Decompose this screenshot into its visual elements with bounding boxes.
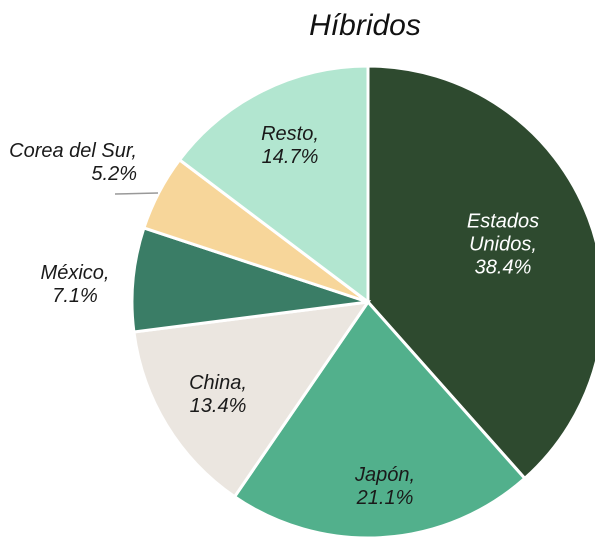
slice-label: México, 7.1% [28,262,123,308]
category-label: Japón, [354,464,416,486]
category-label: Resto, [261,123,319,145]
pie-slice [232,299,527,537]
category-label: Estados Unidos, [466,210,540,256]
chart-title: Híbridos [309,9,421,42]
pie-slice [132,300,372,499]
value-label: 38.4% [474,256,532,279]
slice-label: Japón, 21.1% [340,464,430,510]
value-label: 7.1% [52,285,98,307]
category-label: Corea del Sur, [9,140,137,162]
category-label: China, [189,372,247,394]
value-label: 13.4% [189,395,247,417]
category-label: México, [40,262,110,284]
value-label: 14.7% [261,146,319,168]
value-label: 5.2% [91,163,137,185]
slice-label: Corea del Sur, 5.2% [7,140,137,186]
value-label: 21.1% [356,487,414,509]
pie-slice [177,64,370,306]
slice-label: Resto, 14.7% [243,123,338,169]
slice-label: China, 13.4% [173,372,263,418]
slice-label: Estados Unidos, 38.4% [451,211,556,280]
pie-slice [366,64,595,481]
leader-line [114,192,159,195]
pie-slice [130,226,369,334]
